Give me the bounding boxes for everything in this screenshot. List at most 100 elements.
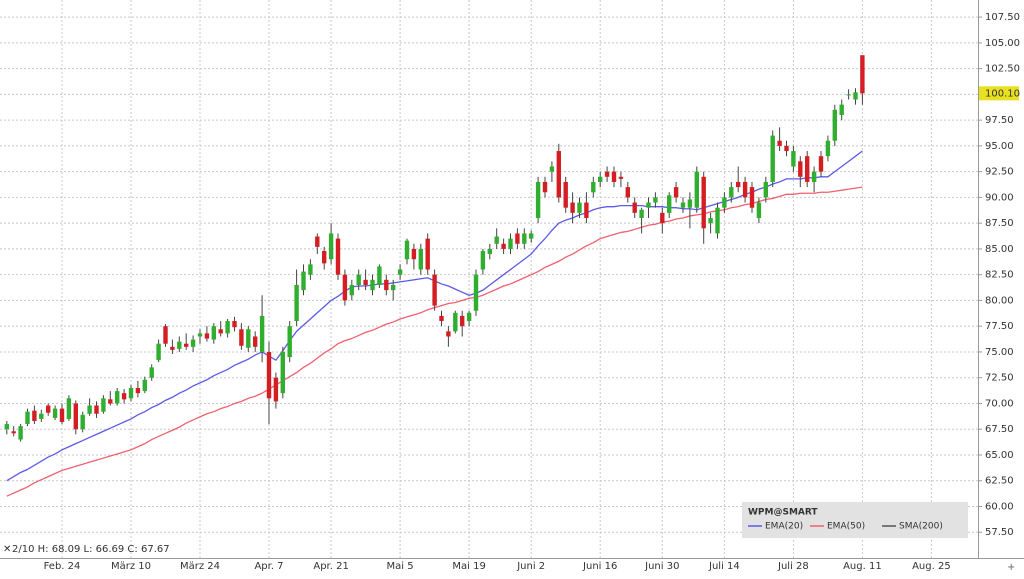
candle-body	[549, 166, 555, 172]
legend-items: EMA(20) EMA(50) SMA(200)	[748, 522, 943, 532]
candle-body	[853, 92, 858, 100]
candle-body	[177, 341, 182, 349]
y-tick-label: 95.00	[985, 141, 1014, 152]
y-tick-label: 105.00	[985, 38, 1020, 49]
candle-body	[349, 284, 354, 296]
candle-body	[121, 393, 127, 400]
candle-body	[4, 424, 9, 430]
y-tick-label: 70.00	[985, 398, 1014, 409]
candle-body	[32, 410, 37, 421]
candle-body	[487, 248, 492, 255]
candle-body	[687, 199, 693, 208]
candle-body	[667, 195, 672, 213]
candle-body	[46, 405, 51, 413]
x-tick-label: Juli 14	[708, 561, 740, 572]
y-tick-label: 62.50	[985, 476, 1014, 487]
candle-body	[453, 312, 458, 332]
candle-body	[591, 181, 596, 193]
candle-body	[473, 274, 479, 311]
candle-body	[563, 181, 568, 208]
candle-body	[273, 377, 279, 402]
candle-body	[570, 202, 575, 213]
y-tick-label: 87.50	[985, 218, 1014, 229]
candle-body	[798, 161, 803, 177]
candle-body	[825, 140, 831, 157]
y-tick-label: 60.00	[985, 501, 1014, 512]
candle-body	[87, 405, 92, 414]
candle-body	[466, 312, 472, 322]
candle-body	[135, 388, 141, 394]
y-tick-label: 75.00	[985, 347, 1014, 358]
candle-body	[204, 333, 210, 339]
x-tick-label: Apr. 7	[254, 561, 283, 572]
legend: WPM@SMART EMA(20) EMA(50) SMA(200)	[742, 502, 968, 538]
grid	[0, 0, 982, 558]
candle-body	[156, 343, 161, 361]
candle-body	[404, 240, 410, 260]
candle-body	[315, 236, 320, 247]
y-tick-label: 85.00	[985, 244, 1014, 255]
legend-box	[742, 502, 968, 538]
candle-body	[542, 181, 548, 193]
candle-body	[784, 145, 789, 152]
candle-body	[253, 336, 258, 347]
y-tick-label: 65.00	[985, 450, 1014, 461]
candle-body	[66, 398, 72, 419]
candle-body	[377, 266, 382, 285]
x-tick-label: Juni 2	[516, 561, 545, 572]
candle-body	[190, 339, 196, 347]
candle-body	[722, 197, 727, 208]
legend-title: WPM@SMART	[748, 508, 818, 518]
candle-body	[356, 274, 361, 285]
candle-body	[149, 367, 154, 378]
candle-body	[556, 151, 561, 198]
candle-body	[832, 109, 837, 141]
candle-body	[708, 218, 713, 224]
candle-body	[11, 431, 16, 434]
x-tick-label: Feb. 24	[44, 561, 81, 572]
candle-body	[232, 321, 237, 328]
candle-body	[494, 236, 499, 244]
x-tick-label: März 10	[111, 561, 151, 572]
candle-body	[756, 202, 762, 219]
candle-body	[535, 181, 541, 219]
candle-body	[508, 238, 513, 249]
cursor-icon: ✕	[3, 544, 11, 555]
candle-body	[625, 187, 630, 198]
candle-body	[73, 403, 78, 430]
candle-body	[328, 233, 334, 260]
x-tick-label: Juli 28	[777, 561, 809, 572]
last-price-box	[979, 86, 1019, 101]
candle-body	[80, 414, 85, 430]
candle-body	[846, 94, 851, 96]
x-tick-label: März 24	[180, 561, 220, 572]
candle-body	[653, 197, 658, 203]
candle-body	[128, 388, 134, 399]
candle-body	[439, 315, 444, 322]
info-text: 2/10 H: 68.09 L: 66.69 C: 67.67	[12, 544, 170, 555]
candle-body	[59, 408, 65, 423]
y-tick-label: 102.50	[985, 64, 1020, 75]
candle-body	[391, 284, 396, 291]
candle-body	[639, 209, 644, 219]
candle-body	[522, 233, 527, 244]
y-tick-label: 77.50	[985, 321, 1014, 332]
candle-body	[529, 233, 534, 239]
candle-body	[322, 250, 327, 264]
candle-body	[239, 329, 244, 346]
candle-body	[39, 413, 44, 419]
candle-body	[860, 55, 865, 94]
candle-body	[839, 104, 844, 115]
y-tick-label: 90.00	[985, 192, 1014, 203]
candle-body	[680, 202, 686, 208]
candle-body	[18, 426, 23, 440]
candle-body	[384, 279, 389, 291]
candle-body	[94, 405, 99, 414]
candle-body	[101, 398, 106, 412]
x-tick-label: Apr. 21	[313, 561, 348, 572]
candle-body	[818, 156, 824, 172]
candle-body	[115, 391, 120, 404]
candle-body	[618, 176, 624, 179]
candle-body	[218, 329, 223, 334]
